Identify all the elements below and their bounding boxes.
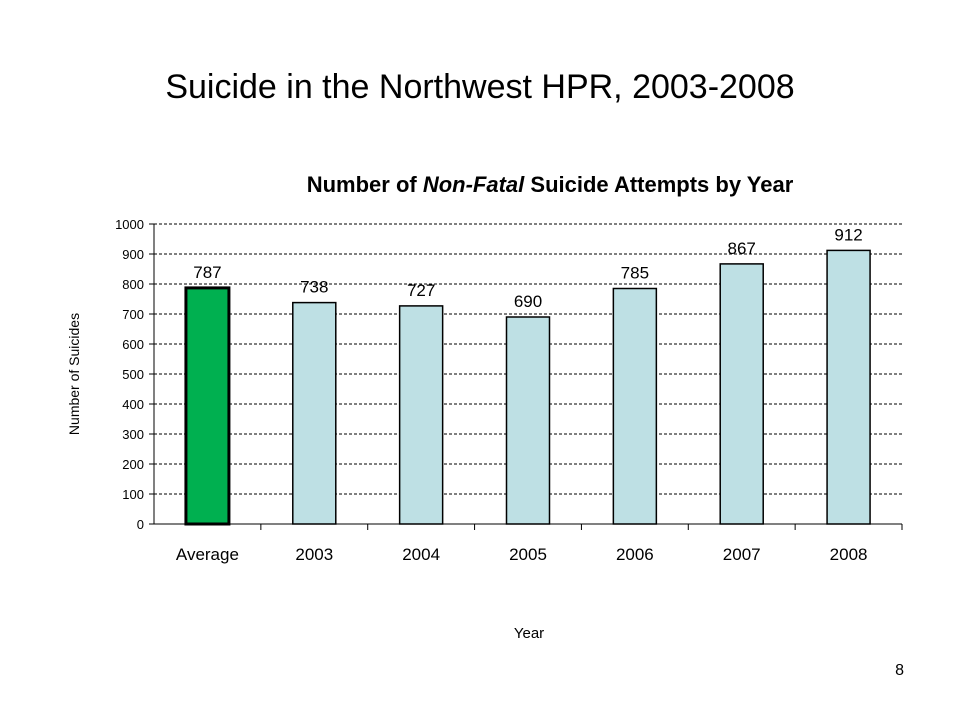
bar-2005 bbox=[505, 316, 551, 525]
y-tick-label: 500 bbox=[122, 367, 144, 382]
chart-title-part-3: Suicide Attempts by Year bbox=[524, 172, 794, 197]
x-axis-label: Year bbox=[514, 625, 544, 642]
chart-title: Number of Non-Fatal Suicide Attempts by … bbox=[150, 172, 950, 198]
bar-2003 bbox=[292, 301, 337, 525]
chart-title-part-2: Non-Fatal bbox=[422, 172, 525, 197]
slide-number: 8 bbox=[895, 662, 904, 679]
category-label: 2003 bbox=[295, 545, 333, 564]
y-axis-label: Number of Suicides bbox=[66, 313, 82, 435]
bar-2004 bbox=[398, 305, 444, 525]
y-tick-label: 1000 bbox=[115, 217, 144, 232]
data-label: 912 bbox=[834, 225, 862, 244]
y-tick-label: 0 bbox=[137, 517, 144, 532]
bar-average bbox=[184, 286, 231, 526]
category-label: 2007 bbox=[723, 545, 761, 564]
category-label: 2008 bbox=[830, 545, 868, 564]
y-tick-label: 900 bbox=[122, 247, 144, 262]
data-label: 738 bbox=[300, 278, 328, 297]
chart-title-part-1: Number of bbox=[306, 172, 423, 197]
y-tick-label: 400 bbox=[122, 397, 144, 412]
slide-title: Suicide in the Northwest HPR, 2003-2008 bbox=[165, 68, 795, 106]
data-labels: 787 738 727 690 785 867 912 bbox=[193, 225, 863, 311]
data-label: 785 bbox=[621, 264, 649, 283]
x-axis: Average 2003 2004 2005 2006 2007 2008 bbox=[154, 523, 903, 564]
bar-2008 bbox=[826, 249, 871, 525]
bars bbox=[184, 249, 871, 526]
y-tick-label: 800 bbox=[122, 277, 144, 292]
y-axis: 0 100 200 300 400 500 600 700 800 900 1000 bbox=[115, 217, 155, 532]
category-label: 2006 bbox=[616, 545, 654, 564]
y-tick-label: 600 bbox=[122, 337, 144, 352]
bar-2006 bbox=[612, 287, 658, 525]
y-tick-label: 100 bbox=[122, 487, 144, 502]
category-label: Average bbox=[176, 545, 239, 564]
category-label: 2005 bbox=[509, 545, 547, 564]
data-label: 727 bbox=[407, 281, 435, 300]
data-label: 690 bbox=[514, 292, 542, 311]
bar-2007 bbox=[719, 263, 764, 525]
y-tick-label: 700 bbox=[122, 307, 144, 322]
y-tick-label: 200 bbox=[122, 457, 144, 472]
data-label: 867 bbox=[728, 239, 756, 258]
y-tick-label: 300 bbox=[122, 427, 144, 442]
category-label: 2004 bbox=[402, 545, 440, 564]
data-label: 787 bbox=[193, 263, 221, 282]
